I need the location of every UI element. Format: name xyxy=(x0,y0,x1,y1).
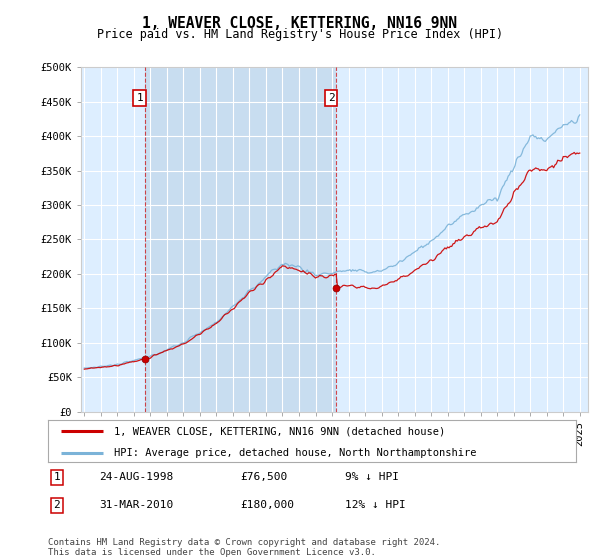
Text: 31-MAR-2010: 31-MAR-2010 xyxy=(99,500,173,510)
Text: HPI: Average price, detached house, North Northamptonshire: HPI: Average price, detached house, Nort… xyxy=(114,448,476,458)
Text: 1: 1 xyxy=(53,472,61,482)
Text: 12% ↓ HPI: 12% ↓ HPI xyxy=(345,500,406,510)
Text: 1, WEAVER CLOSE, KETTERING, NN16 9NN (detached house): 1, WEAVER CLOSE, KETTERING, NN16 9NN (de… xyxy=(114,426,445,436)
Text: Price paid vs. HM Land Registry's House Price Index (HPI): Price paid vs. HM Land Registry's House … xyxy=(97,28,503,41)
Text: 24-AUG-1998: 24-AUG-1998 xyxy=(99,472,173,482)
Text: 2: 2 xyxy=(53,500,61,510)
Text: 1, WEAVER CLOSE, KETTERING, NN16 9NN: 1, WEAVER CLOSE, KETTERING, NN16 9NN xyxy=(143,16,458,31)
Text: Contains HM Land Registry data © Crown copyright and database right 2024.
This d: Contains HM Land Registry data © Crown c… xyxy=(48,538,440,557)
Text: £76,500: £76,500 xyxy=(240,472,287,482)
Text: 9% ↓ HPI: 9% ↓ HPI xyxy=(345,472,399,482)
Text: £180,000: £180,000 xyxy=(240,500,294,510)
Text: 2: 2 xyxy=(328,93,335,103)
Text: 1: 1 xyxy=(136,93,143,103)
Bar xyxy=(145,67,336,412)
